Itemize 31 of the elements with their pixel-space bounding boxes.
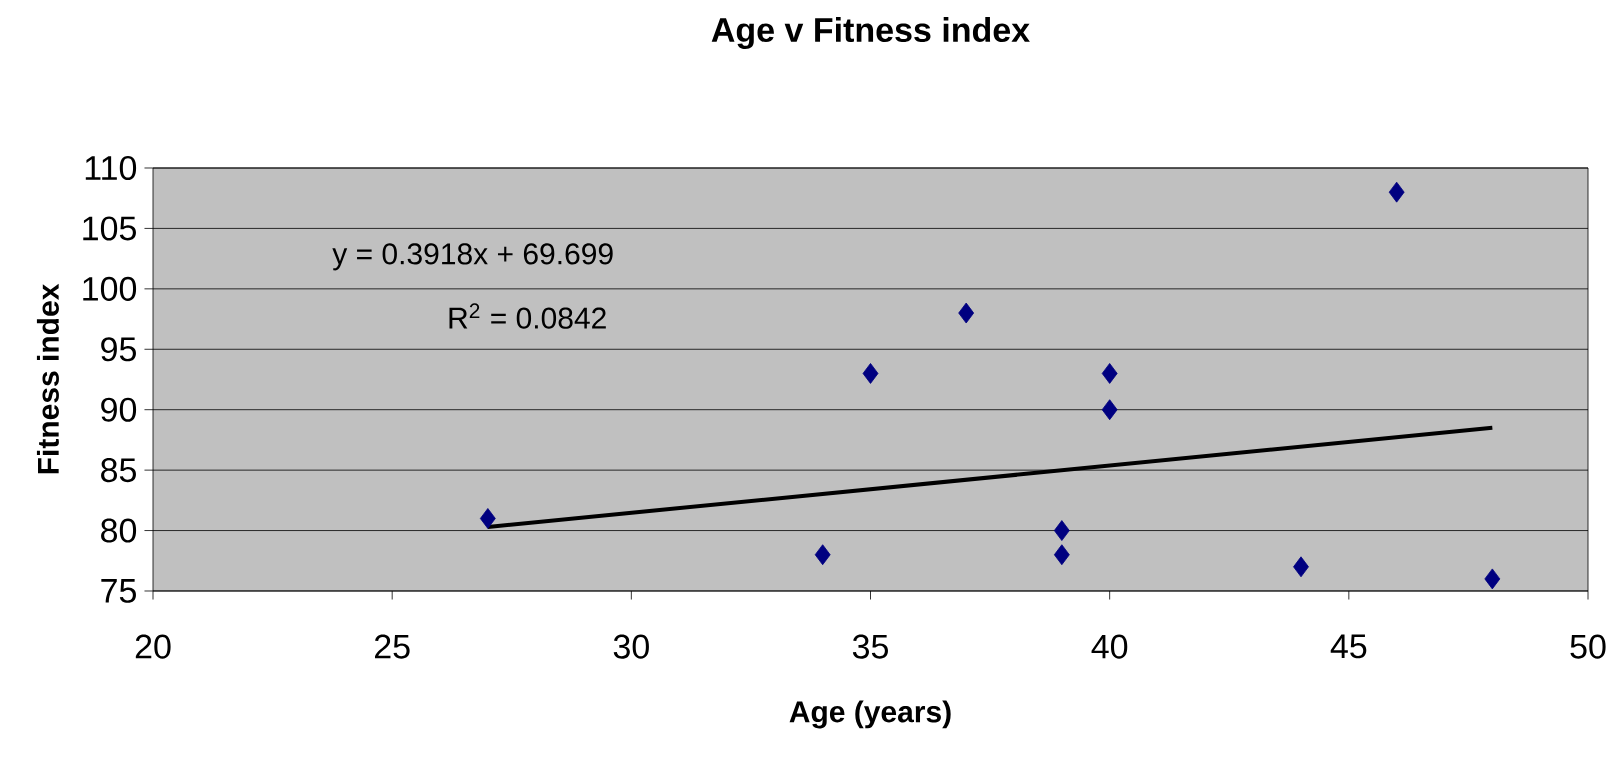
y-tick-label: 105 xyxy=(83,216,136,241)
y-tick-label: 90 xyxy=(101,397,137,422)
y-tick-label: 80 xyxy=(101,518,137,543)
point xyxy=(1101,399,1118,421)
point xyxy=(1388,181,1405,203)
x-tick-label: 35 xyxy=(852,634,888,659)
point xyxy=(814,544,831,566)
x-tick-label: 45 xyxy=(1330,634,1367,659)
y-tick-label: 95 xyxy=(101,337,136,362)
point xyxy=(1484,568,1501,590)
y-tick-label: 110 xyxy=(85,155,137,181)
x-tick-label: 20 xyxy=(135,634,171,659)
x-tick-label: 25 xyxy=(374,634,410,659)
x-tick-label: 40 xyxy=(1091,634,1128,659)
point xyxy=(1293,556,1309,578)
y-tick-label: 100 xyxy=(83,276,137,301)
y-tick-label: 75 xyxy=(101,579,136,603)
point xyxy=(1053,520,1070,541)
annotation: y = 0.3918x + 69.699 xyxy=(332,243,613,271)
point xyxy=(479,508,496,529)
x-tick-label: 50 xyxy=(1570,634,1606,659)
x-tick-label: 30 xyxy=(613,634,649,659)
y-axis-title: Fitness index xyxy=(36,283,59,474)
y-tick-label: 85 xyxy=(101,458,136,483)
point xyxy=(862,363,879,384)
x-axis-title: Age (years) xyxy=(789,700,951,729)
point xyxy=(958,302,975,324)
annotation: R$^{2}$ = 0.0842 xyxy=(449,303,606,329)
chart-title: Age v Fitness index xyxy=(711,17,1030,49)
point xyxy=(1053,544,1070,566)
point xyxy=(1101,363,1118,384)
